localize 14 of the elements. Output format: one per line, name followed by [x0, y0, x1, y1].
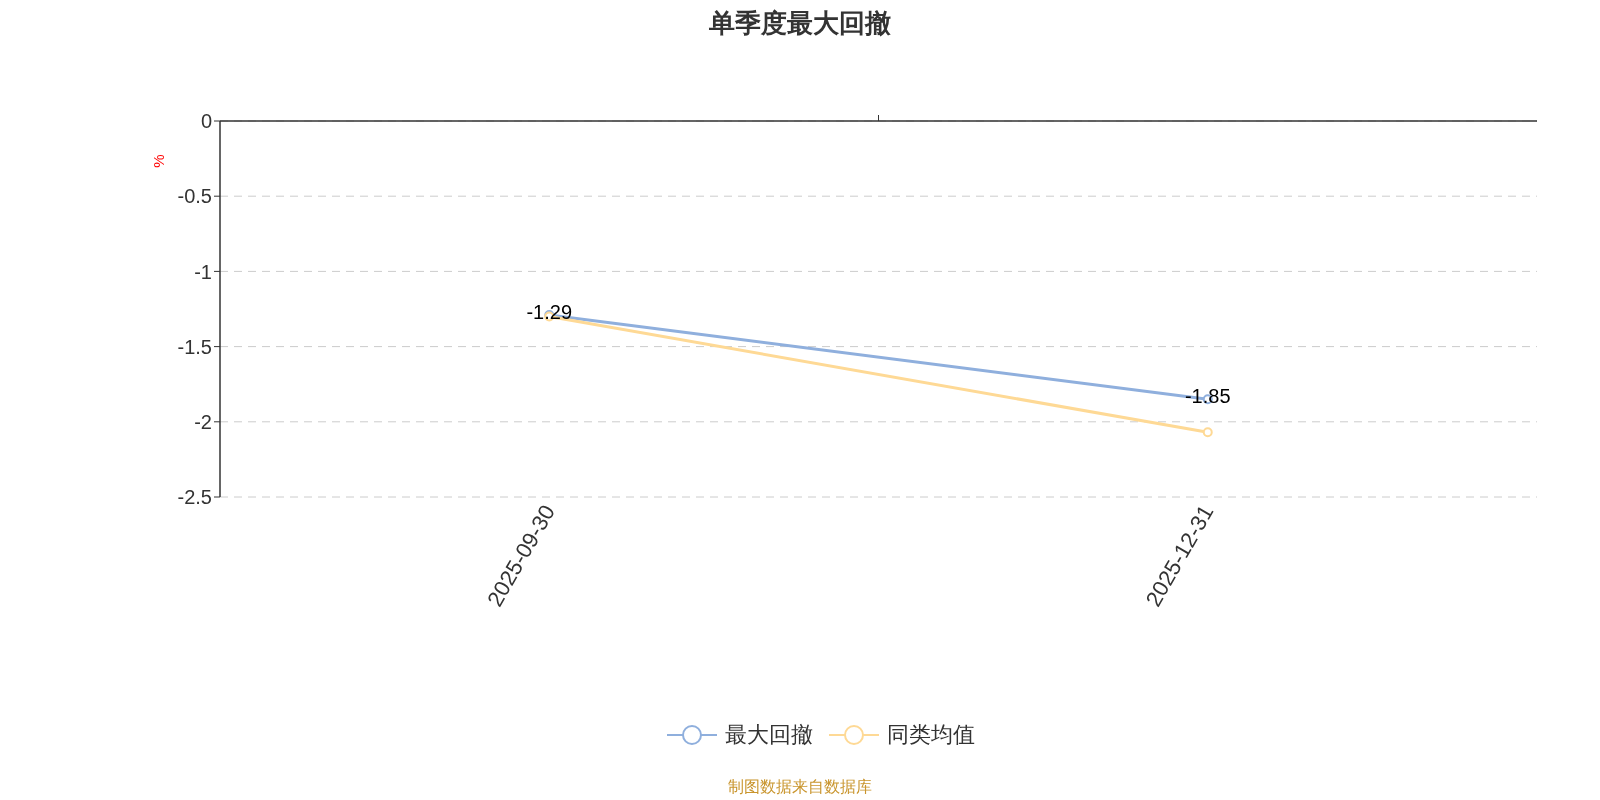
legend-label: 最大回撤: [724, 721, 813, 749]
text: 制图数据来自数据库: [727, 777, 873, 797]
y-tick-label: -0.5: [177, 185, 212, 208]
data-label: -1.85: [1184, 385, 1231, 408]
y-tick-label: -2: [194, 410, 212, 433]
y-axis-title: %: [149, 154, 167, 168]
y-tick-label: 0: [200, 110, 212, 133]
legend-label: 同类均值: [886, 721, 975, 749]
point: [1202, 427, 1213, 438]
data-label: -1.29: [526, 301, 573, 324]
y-tick-label: -2.5: [177, 486, 212, 509]
chart-title: 单季度最大回撤: [708, 8, 892, 39]
y-tick-label: -1: [194, 260, 212, 283]
y-tick-label: -1.5: [177, 335, 212, 358]
